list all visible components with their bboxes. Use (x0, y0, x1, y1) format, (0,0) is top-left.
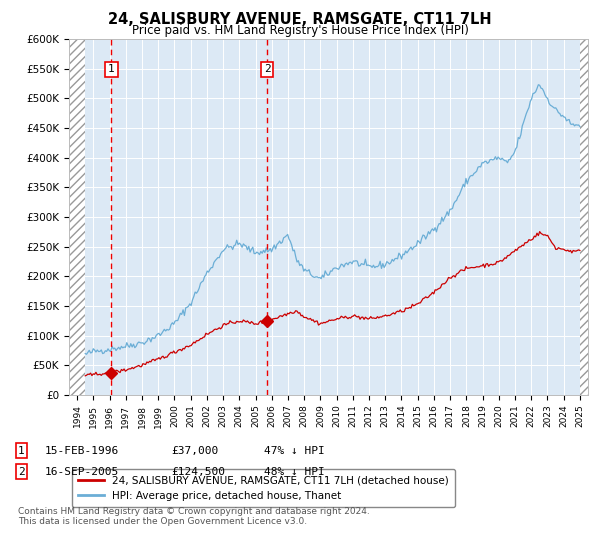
Text: 24, SALISBURY AVENUE, RAMSGATE, CT11 7LH: 24, SALISBURY AVENUE, RAMSGATE, CT11 7LH (108, 12, 492, 27)
Text: 1: 1 (18, 446, 25, 456)
Text: £124,500: £124,500 (171, 466, 225, 477)
Text: Contains HM Land Registry data © Crown copyright and database right 2024.
This d: Contains HM Land Registry data © Crown c… (18, 507, 370, 526)
Text: 2: 2 (18, 466, 25, 477)
Text: 48% ↓ HPI: 48% ↓ HPI (264, 466, 325, 477)
Text: 16-SEP-2005: 16-SEP-2005 (45, 466, 119, 477)
Text: 2: 2 (263, 64, 271, 74)
Legend: 24, SALISBURY AVENUE, RAMSGATE, CT11 7LH (detached house), HPI: Average price, d: 24, SALISBURY AVENUE, RAMSGATE, CT11 7LH… (71, 469, 455, 507)
Text: 47% ↓ HPI: 47% ↓ HPI (264, 446, 325, 456)
Text: 1: 1 (108, 64, 115, 74)
Text: 15-FEB-1996: 15-FEB-1996 (45, 446, 119, 456)
Bar (580, 39, 588, 395)
Text: £37,000: £37,000 (171, 446, 218, 456)
Bar (69, 39, 85, 395)
Text: Price paid vs. HM Land Registry's House Price Index (HPI): Price paid vs. HM Land Registry's House … (131, 24, 469, 37)
